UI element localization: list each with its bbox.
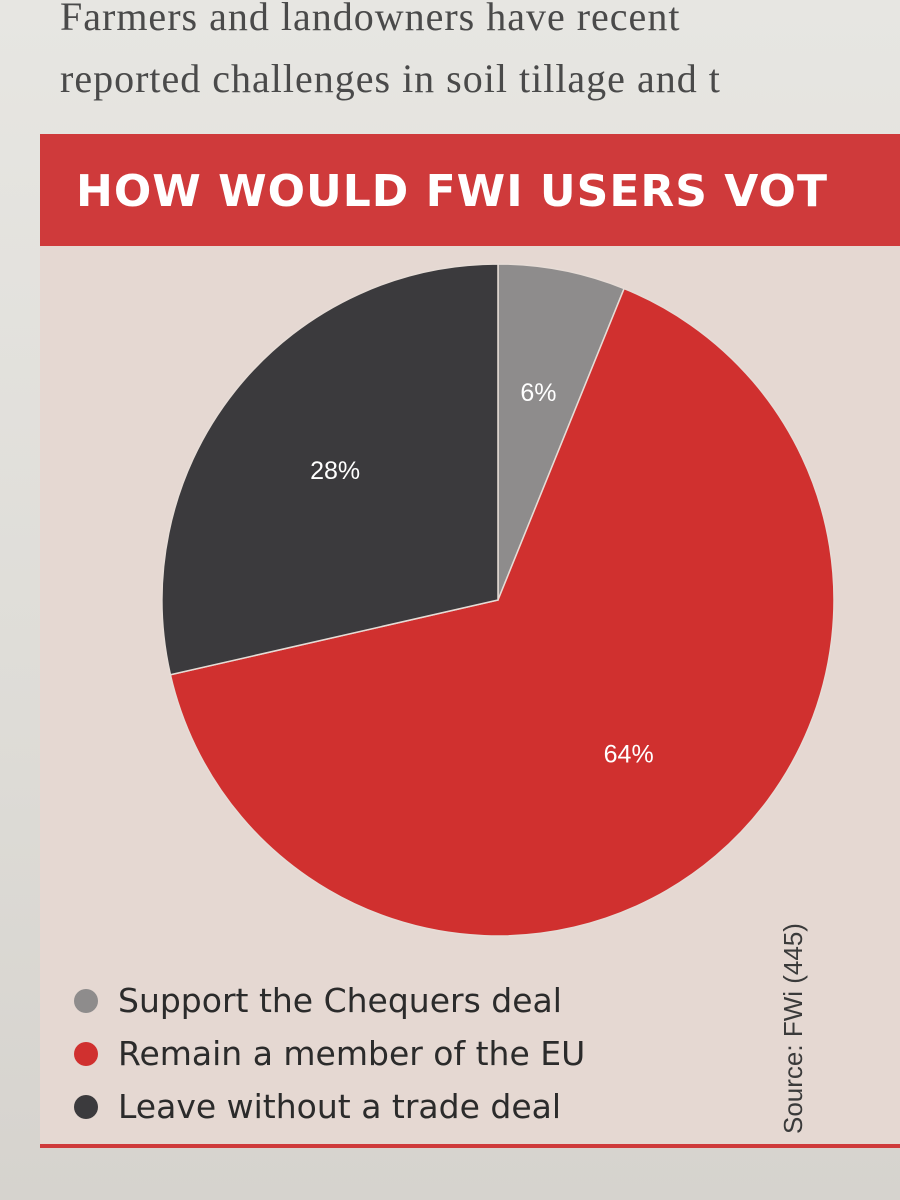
pie-slice-2 [169,287,835,937]
pie-slice-1 [497,263,626,601]
chart-title-bar: HOW WOULD FWI USERS VOT [40,134,900,246]
legend-label-3: Leave without a trade deal [118,1087,562,1126]
article-text: Farmers and landowners have recent repor… [60,0,900,110]
legend-swatch-3 [74,1094,98,1119]
pie-slice-label-1: 6% [520,379,556,407]
article-line-1: Farmers and landowners have recent [60,0,681,39]
legend-swatch-1 [74,988,98,1013]
legend-item-1: Support the Chequers deal [74,974,585,1027]
legend-label-1: Support the Chequers deal [118,981,562,1020]
chart-panel: HOW WOULD FWI USERS VOT 6% 64% 28% Support… [40,134,900,1148]
legend-item-2: Remain a member of the EU [74,1027,585,1080]
legend-label-2: Remain a member of the EU [118,1034,586,1073]
article-line-2: reported challenges in soil tillage and … [60,56,721,101]
legend-swatch-2 [74,1041,98,1066]
chart-title: HOW WOULD FWI USERS VOT [76,166,828,217]
chart-legend: Support the Chequers deal Remain a member… [74,974,585,1133]
pie-slice-label-2: 64% [604,741,654,769]
legend-item-3: Leave without a trade deal [74,1080,585,1133]
pie-slice-3 [161,263,499,676]
pie-chart: 6% 64% 28% [161,263,835,937]
pie-slice-label-3: 28% [310,457,360,485]
chart-source: Source: FWi (445) [778,923,808,1134]
